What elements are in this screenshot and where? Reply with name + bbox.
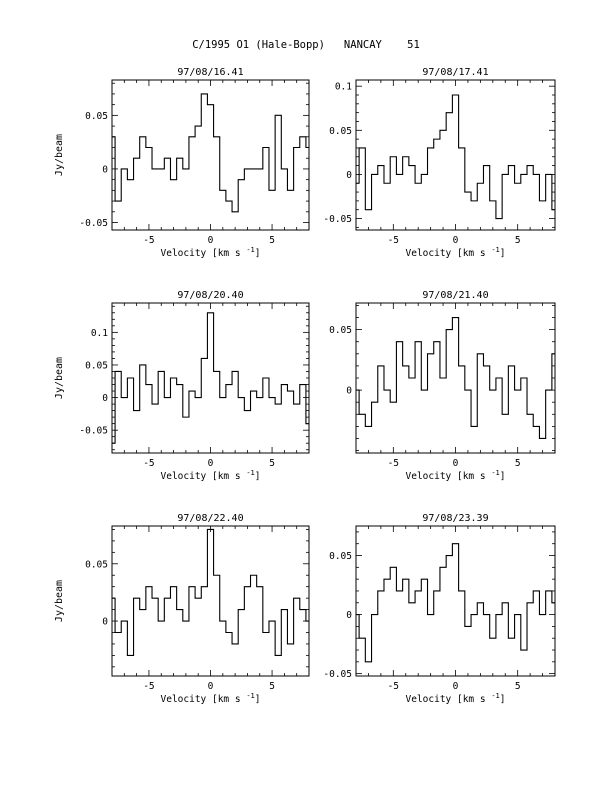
- spectrum-line: [356, 543, 555, 663]
- y-axis-label: Jy/beam: [54, 134, 65, 176]
- chart-panel-6: 97/08/23.39 -5 0 5 -0.05 0 0.05 Velocity [km s …: [323, 513, 556, 705]
- x-tick-label: 0: [208, 458, 214, 469]
- panels: 97/08/16.41 -5 0 5 -0.05 0 0.05 Velocity [km s …: [54, 67, 556, 705]
- x-tick-label: 5: [515, 681, 521, 692]
- figure-title: C/1995 O1 (Hale-Bopp) NANCAY 51: [192, 39, 420, 51]
- panel-title: 97/08/16.41: [177, 67, 243, 78]
- y-tick-label: 0: [346, 170, 352, 181]
- chart-panel-5: 97/08/22.40 -5 0 5 0 0.05 Velocity [km s -1] Jy…: [54, 513, 310, 705]
- panel-title: 97/08/21.40: [422, 290, 488, 301]
- y-tick-label: 0.1: [91, 328, 108, 339]
- y-axis-label: Jy/beam: [54, 580, 65, 622]
- x-tick-label: -5: [388, 458, 399, 469]
- y-tick-label: 0.05: [329, 551, 352, 562]
- y-tick-label: 0: [102, 164, 108, 175]
- panel-title: 97/08/20.40: [177, 290, 243, 301]
- y-tick-label: -0.05: [323, 669, 352, 680]
- y-tick-label: 0.05: [85, 360, 108, 371]
- x-tick-label: 5: [269, 458, 275, 469]
- spectrum-line: [112, 528, 309, 656]
- y-tick-label: 0: [102, 393, 108, 404]
- panel-title: 97/08/22.40: [177, 513, 243, 524]
- y-tick-label: -0.05: [79, 426, 108, 437]
- y-tick-label: -0.05: [323, 214, 352, 225]
- x-axis-label: Velocity [km s -1]: [161, 692, 261, 705]
- x-tick-label: -5: [143, 458, 154, 469]
- x-tick-label: -5: [143, 681, 154, 692]
- y-tick-label: 0.05: [329, 126, 352, 137]
- y-tick-label: 0.05: [85, 111, 108, 122]
- spectrum-line: [112, 93, 309, 213]
- x-tick-label: 0: [453, 681, 459, 692]
- y-tick-label: 0.05: [85, 559, 108, 570]
- plot-frame: [111, 79, 310, 231]
- x-axis-label: Velocity [km s -1]: [161, 469, 261, 482]
- spectrum-line: [356, 316, 555, 440]
- x-tick-label: 0: [208, 681, 214, 692]
- y-tick-label: 0: [346, 386, 352, 397]
- x-tick-label: 5: [515, 235, 521, 246]
- x-axis-label: Velocity [km s -1]: [406, 469, 506, 482]
- chart-panel-4: 97/08/21.40 -5 0 5 0 0.05 Velocity [km s -1]: [329, 290, 556, 482]
- y-tick-label: -0.05: [79, 218, 108, 229]
- x-tick-label: 0: [208, 235, 214, 246]
- plot-frame: [355, 79, 556, 231]
- chart-panel-3: 97/08/20.40 -5 0 5 -0.05 0 0.05 0.1 Velocity [km…: [54, 290, 310, 482]
- x-tick-label: -5: [388, 235, 399, 246]
- y-tick-label: 0: [102, 617, 108, 628]
- x-tick-label: -5: [143, 235, 154, 246]
- plot-frame: [111, 302, 310, 454]
- x-tick-label: 0: [453, 458, 459, 469]
- x-tick-label: -5: [388, 681, 399, 692]
- y-tick-label: 0.05: [329, 325, 352, 336]
- x-tick-label: 5: [269, 681, 275, 692]
- spectrum-line: [112, 312, 309, 444]
- panel-title: 97/08/23.39: [422, 513, 488, 524]
- y-tick-label: 0.1: [335, 82, 352, 93]
- spectrum-line: [356, 94, 555, 220]
- x-axis-label: Velocity [km s -1]: [406, 692, 506, 705]
- chart-panel-2: 97/08/17.41 -5 0 5 -0.05 0 0.05 0.1 Velocity [km…: [323, 67, 556, 259]
- y-axis-label: Jy/beam: [54, 357, 65, 399]
- x-axis-label: Velocity [km s -1]: [161, 246, 261, 259]
- x-tick-label: 5: [269, 235, 275, 246]
- plot-frame: [355, 525, 556, 677]
- x-tick-label: 0: [453, 235, 459, 246]
- plot-frame: [111, 525, 310, 677]
- x-axis-label: Velocity [km s -1]: [406, 246, 506, 259]
- x-tick-label: 5: [515, 458, 521, 469]
- chart-panel-1: 97/08/16.41 -5 0 5 -0.05 0 0.05 Velocity [km s …: [54, 67, 310, 259]
- panel-title: 97/08/17.41: [422, 67, 488, 78]
- y-tick-label: 0: [346, 610, 352, 621]
